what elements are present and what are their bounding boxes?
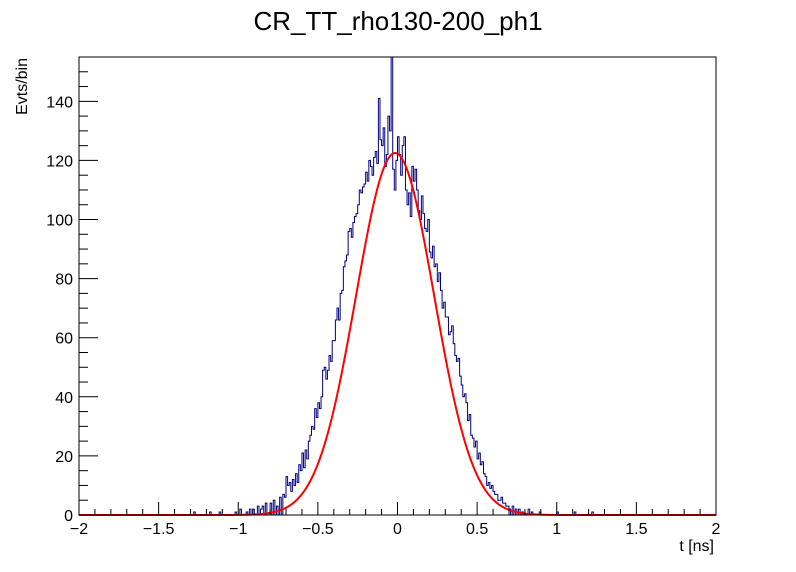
x-tick-label: −2 — [70, 521, 88, 538]
x-tick-label: −1.5 — [143, 521, 175, 538]
x-tick-label: 1 — [552, 521, 561, 538]
y-tick-label: 120 — [46, 153, 73, 170]
y-tick-label: 40 — [55, 390, 73, 407]
y-tick-label: 80 — [55, 272, 73, 289]
x-tick-label: 0 — [393, 521, 402, 538]
x-tick-label: 0.5 — [466, 521, 488, 538]
y-tick-label: 140 — [46, 94, 73, 111]
x-tick-label: −0.5 — [302, 521, 334, 538]
y-tick-label: 20 — [55, 449, 73, 466]
y-tick-label: 0 — [64, 508, 73, 525]
y-axis-label: Evts/bin — [14, 58, 31, 115]
y-tick-label: 60 — [55, 331, 73, 348]
x-axis-label: t [ns] — [679, 538, 714, 555]
y-tick-label: 100 — [46, 213, 73, 230]
chart-title: CR_TT_rho130-200_ph1 — [253, 6, 542, 36]
x-tick-label: 2 — [712, 521, 721, 538]
x-tick-label: −1 — [229, 521, 247, 538]
x-tick-label: 1.5 — [625, 521, 647, 538]
